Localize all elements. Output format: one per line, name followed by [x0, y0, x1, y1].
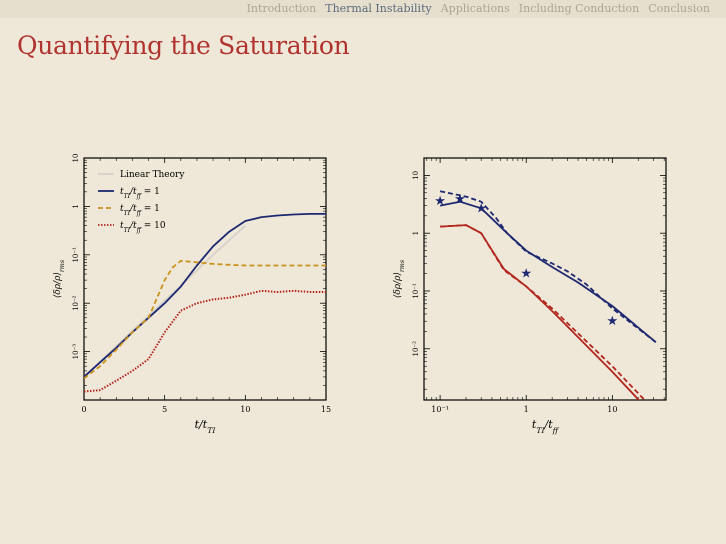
navigation-bar: Introduction Thermal Instability Applicati… [0, 0, 726, 18]
chart1-legend-label: tTI/tff = 1 [120, 187, 160, 200]
chart2-series-line-3 [440, 224, 641, 400]
chart2-star-marker: ★ [434, 194, 446, 209]
chart2-frame [423, 157, 667, 401]
chart2-y-tick-label: 1 [412, 231, 420, 235]
chart1-y-tick-label: 10⁻¹ [72, 247, 80, 263]
chart2-x-tick-label: 10 [607, 405, 617, 414]
chart2-star-marker: ★ [454, 192, 466, 207]
chart1-legend-label: tTI/tff = 1 [120, 204, 160, 217]
nav-item-including-conduction[interactable]: Including Conduction [518, 2, 640, 15]
chart1-x-axis-label: t/tTI [195, 418, 217, 435]
chart2-series-line-2 [439, 190, 657, 343]
chart2-y-axis-label-group: ⟨δρ/ρ⟩rms [393, 259, 406, 298]
chart1-series-line-3 [84, 259, 326, 380]
chart2-x-axis-label: tTI/tff [532, 418, 560, 435]
chart2-x-axis-label-group: tTI/tff [532, 418, 560, 435]
chart2-y-axis-label: ⟨δρ/ρ⟩rms [393, 259, 406, 298]
chart1-y-tick-label: 1 [72, 204, 80, 208]
chart1-x-tick-label: 10 [240, 405, 250, 414]
chart1-y-tick-label: 10 [72, 154, 80, 163]
chart1-x-tick-label: 5 [162, 405, 167, 414]
chart2-y-tick-label: 10 [412, 171, 420, 180]
chart2-y-tick-label: 10⁻¹ [412, 283, 420, 299]
chart1-y-tick-label: 10⁻³ [72, 344, 80, 360]
chart1-y-axis-label: ⟨δρ/ρ⟩rms [53, 259, 66, 298]
nav-item-thermal-instability[interactable]: Thermal Instability [325, 2, 432, 15]
chart2-star-marker: ★ [475, 201, 487, 216]
chart1-series-line-2 [84, 212, 326, 378]
chart1-legend-label: Linear Theory [120, 170, 185, 180]
nav-item-conclusion[interactable]: Conclusion [648, 2, 710, 15]
chart2-series-line-1 [439, 200, 657, 343]
chart1-legend-label: tTI/tff = 10 [120, 221, 166, 234]
chart1-x-tick-label: 15 [321, 405, 331, 414]
chart1-series-line-1 [84, 225, 246, 378]
chart2-x-tick-label: 1 [524, 405, 529, 414]
chart1-frame [83, 157, 327, 401]
chart1-y-axis-label-group: ⟨δρ/ρ⟩rms [53, 259, 66, 298]
chart1-y-tick-label: 10⁻² [72, 295, 80, 311]
chart2-y-tick-label: 10⁻² [412, 341, 420, 357]
chart2-x-tick-label: 10⁻¹ [431, 405, 449, 414]
chart2-star-marker: ★ [607, 314, 619, 329]
nav-item-introduction[interactable]: Introduction [246, 2, 317, 15]
nav-item-applications[interactable]: Applications [440, 2, 510, 15]
section-nav: Introduction Thermal Instability Applicati… [238, 2, 710, 15]
slide-title: Quantifying the Saturation [17, 31, 350, 60]
chart2-series-line-4 [440, 224, 646, 400]
chart1-x-axis-label-group: t/tTI [195, 418, 217, 435]
chart2-star-marker: ★ [520, 267, 532, 282]
chart1-x-tick-label: 0 [81, 405, 86, 414]
